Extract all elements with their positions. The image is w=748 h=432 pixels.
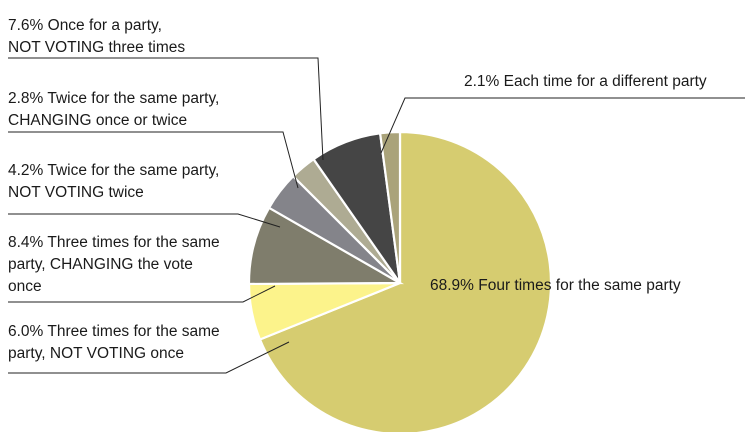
- slice-label-5: 2.8% Twice for the same party, CHANGING o…: [8, 90, 219, 129]
- pie-slice-1: [258, 130, 553, 432]
- leader-line-5: [8, 131, 299, 189]
- slice-label-line-3: once: [8, 278, 42, 295]
- slice-label-line-2: party, CHANGING the vote: [8, 256, 193, 273]
- pie-slices: [247, 130, 553, 432]
- leader-line-7: [380, 97, 745, 154]
- slice-label-line-2: party, NOT VOTING once: [8, 345, 184, 362]
- slice-label-line-1: 2.1% Each time for a different party: [464, 73, 707, 90]
- slice-labels: 68.9% Four times for the same party 6.0% …: [8, 17, 707, 362]
- slice-label-7: 2.1% Each time for a different party: [464, 73, 707, 90]
- slice-label-line-1: 4.2% Twice for the same party,: [8, 162, 219, 179]
- slice-label-line-1: 68.9% Four times for the same party: [430, 277, 681, 294]
- slice-label-line-1: 6.0% Three times for the same: [8, 323, 220, 340]
- slice-label-6: 7.6% Once for a party, NOT VOTING three t…: [8, 17, 185, 56]
- leader-line-4: [8, 213, 281, 228]
- leader-line-2: [8, 341, 290, 374]
- slice-label-line-1: 2.8% Twice for the same party,: [8, 90, 219, 107]
- slice-label-line-2: NOT VOTING twice: [8, 184, 144, 201]
- slice-label-1: 68.9% Four times for the same party: [430, 277, 681, 294]
- leader-lines: [8, 57, 745, 374]
- leader-line-3: [8, 285, 276, 303]
- slice-label-line-1: 7.6% Once for a party,: [8, 17, 162, 34]
- slice-label-4: 4.2% Twice for the same party, NOT VOTING…: [8, 162, 219, 201]
- slice-label-2: 6.0% Three times for the same party, NOT …: [8, 323, 220, 362]
- slice-label-line-2: CHANGING once or twice: [8, 112, 187, 129]
- slice-label-line-1: 8.4% Three times for the same: [8, 234, 220, 251]
- slice-label-line-2: NOT VOTING three times: [8, 39, 185, 56]
- leader-line-6: [8, 57, 324, 161]
- slice-label-3: 8.4% Three times for the same party, CHAN…: [8, 234, 220, 295]
